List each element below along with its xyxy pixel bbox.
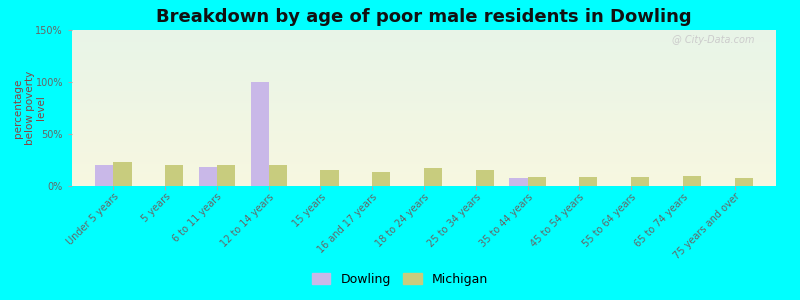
Bar [114,162,131,186]
Bar [734,178,753,186]
Bar [217,165,235,186]
Bar [527,177,546,186]
Bar [372,172,390,186]
Bar [579,177,598,186]
Bar [165,165,183,186]
Bar [631,177,649,186]
Bar [510,178,527,186]
Y-axis label: percentage
below poverty
level: percentage below poverty level [13,71,46,145]
Bar [683,176,701,186]
Bar [476,170,494,186]
Bar [199,167,217,186]
Title: Breakdown by age of poor male residents in Dowling: Breakdown by age of poor male residents … [156,8,692,26]
Legend: Dowling, Michigan: Dowling, Michigan [306,268,494,291]
Text: @ City-Data.com: @ City-Data.com [672,35,755,45]
Bar [269,165,287,186]
Bar [250,82,269,186]
Bar [95,165,114,186]
Bar [321,170,338,186]
Bar [424,168,442,186]
